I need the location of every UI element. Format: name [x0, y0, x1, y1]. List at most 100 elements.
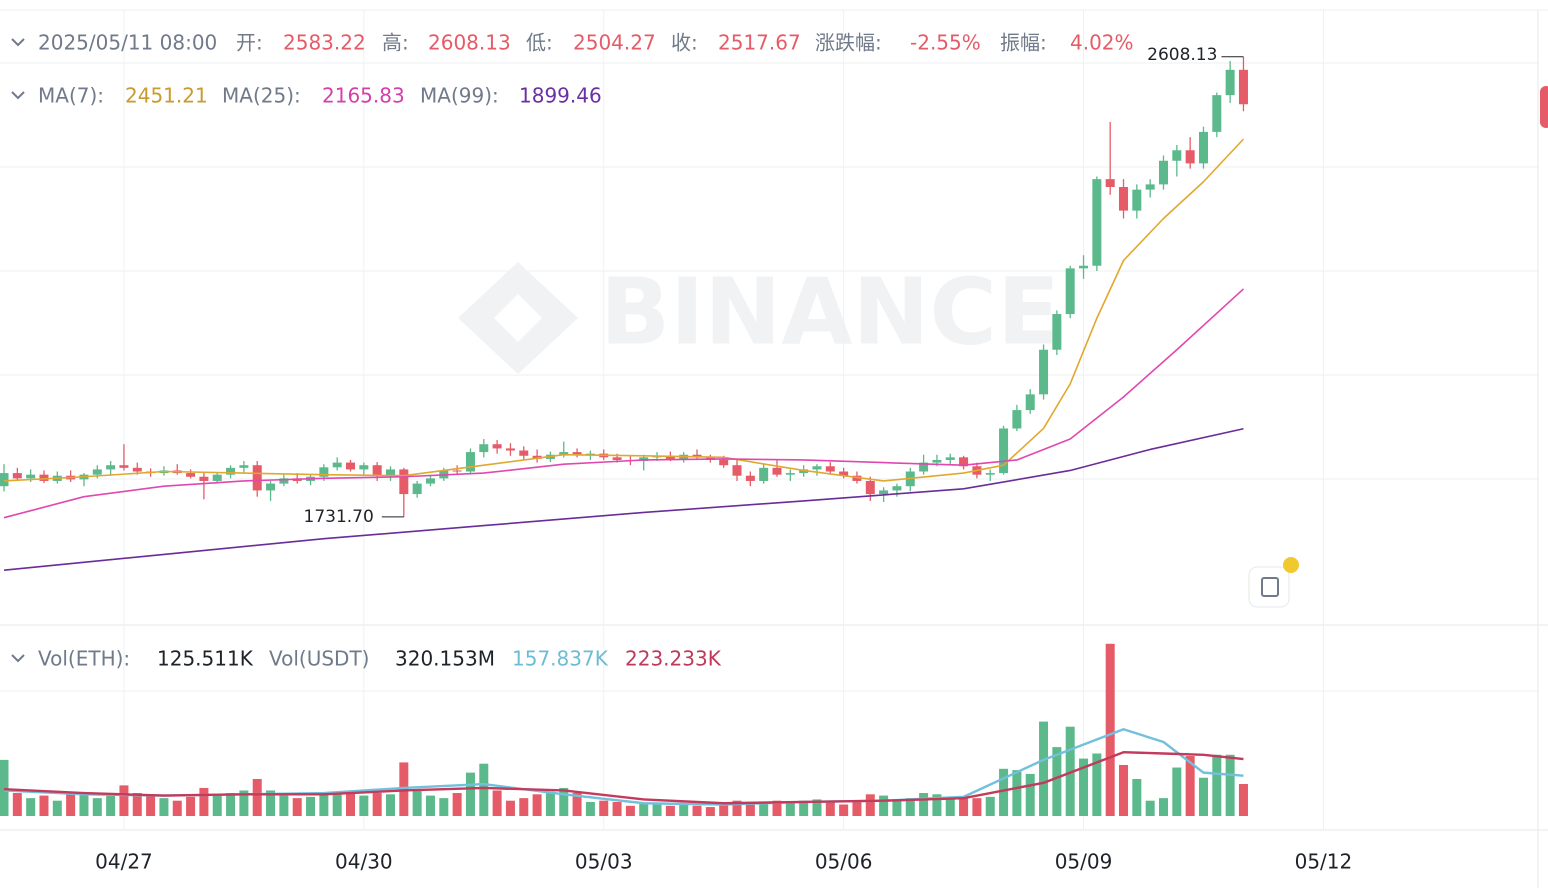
candle-body	[1145, 184, 1155, 190]
volume-bar	[399, 762, 409, 816]
candle-body	[879, 490, 889, 495]
volume-bar	[412, 790, 422, 816]
candle-body	[1198, 131, 1208, 164]
volume-bar	[239, 790, 249, 816]
volume-bar	[879, 795, 889, 816]
volume-bar	[572, 793, 582, 816]
notes-button[interactable]	[1248, 557, 1299, 608]
volume-bar	[306, 796, 316, 816]
collapse-icon[interactable]	[11, 38, 25, 47]
candle-body	[1119, 187, 1129, 211]
volume-bar	[146, 795, 156, 816]
volume-bar	[479, 763, 489, 816]
volume-bar	[119, 785, 129, 816]
watermark: BINANCE	[458, 258, 1060, 374]
volume-bar	[1132, 779, 1142, 816]
volume-bar	[159, 798, 169, 816]
volume-bar	[1052, 747, 1062, 816]
volume-bar	[1238, 783, 1248, 816]
collapse-icon[interactable]	[11, 654, 25, 663]
badge	[1283, 557, 1299, 573]
candle-body	[1225, 69, 1235, 96]
candle-body	[425, 478, 435, 484]
volume-bar	[1079, 758, 1089, 816]
volume-bar	[519, 798, 529, 816]
candle-body	[1039, 349, 1049, 395]
collapse-icon[interactable]	[11, 91, 25, 100]
candle-body	[585, 453, 595, 455]
legend-label: Vol(USDT)	[269, 647, 369, 671]
header-row: 2025/05/11 08:00 开: 2583.22 高: 2608.13 低…	[11, 31, 1134, 55]
legend-value: 2451.21	[125, 84, 208, 108]
label: 涨跌幅:	[815, 31, 882, 55]
volume-bar	[226, 793, 236, 816]
volume-bar	[172, 800, 182, 816]
volume-bar	[92, 798, 102, 816]
candle-body	[385, 469, 395, 476]
candle-body	[945, 457, 955, 460]
volume-bar	[505, 800, 515, 816]
candle-body	[919, 462, 929, 472]
volume-bar	[26, 798, 36, 816]
volume-bar	[679, 804, 689, 816]
candle-body	[252, 465, 262, 491]
volume-bar	[772, 800, 782, 816]
candle-body	[665, 455, 675, 459]
candle-body	[1158, 160, 1168, 185]
candle-body	[865, 480, 875, 495]
volume-bar	[559, 787, 569, 816]
candle-body	[852, 475, 862, 481]
x-tick-label: 05/06	[815, 850, 873, 874]
candle-body	[839, 471, 849, 476]
volume-bar	[425, 795, 435, 816]
candle-body	[452, 470, 462, 472]
candle-body	[932, 459, 942, 463]
volume-bar	[852, 800, 862, 816]
candle-body	[1092, 179, 1102, 266]
side-tab[interactable]	[1540, 86, 1548, 128]
volume-bar	[639, 803, 649, 816]
volume-bar	[812, 799, 822, 816]
volume-bar	[999, 768, 1009, 816]
volume-bar	[839, 804, 849, 816]
volume-bar	[132, 793, 142, 816]
candle-body	[785, 473, 795, 475]
volume-bar	[252, 779, 262, 816]
candle-body	[186, 473, 196, 477]
legend-value: 125.511K	[157, 647, 254, 671]
volume-bar	[892, 799, 902, 816]
volume-bar	[825, 801, 835, 816]
candle-body	[1212, 95, 1222, 132]
legend-label: MA(7):	[38, 84, 104, 108]
volume-bar	[759, 801, 769, 816]
button-bg[interactable]	[1248, 566, 1290, 608]
candle-body	[825, 466, 835, 472]
x-tick-label: 04/27	[95, 850, 153, 874]
volume-bar	[932, 794, 942, 816]
legend-value: 320.153M	[395, 647, 495, 671]
volume-bar	[652, 804, 662, 816]
vol-legend: Vol(ETH): 125.511K Vol(USDT) 320.153M 15…	[11, 647, 722, 671]
volume-bar	[79, 793, 89, 816]
volume-bar	[799, 800, 809, 816]
x-tick-label: 05/03	[575, 850, 633, 874]
volume-bar	[612, 801, 622, 816]
candle-body	[772, 467, 782, 475]
legend-label: MA(99):	[420, 84, 499, 108]
candle-body	[1172, 150, 1182, 161]
volume-bar	[1119, 764, 1129, 816]
volume-bar	[292, 798, 302, 816]
volume-bar	[732, 800, 742, 816]
volume-bar	[985, 796, 995, 816]
volume-bar	[66, 794, 76, 816]
legend-value: 223.233K	[625, 647, 722, 671]
candle-body	[319, 467, 329, 477]
volume-bar	[465, 772, 475, 816]
label: 开:	[236, 31, 263, 55]
x-tick-label: 05/09	[1055, 850, 1113, 874]
candle-body	[1025, 394, 1035, 411]
volume-bar	[39, 795, 49, 816]
volume-bar	[545, 791, 555, 816]
line	[3, 751, 1244, 805]
candle-body	[92, 469, 102, 475]
